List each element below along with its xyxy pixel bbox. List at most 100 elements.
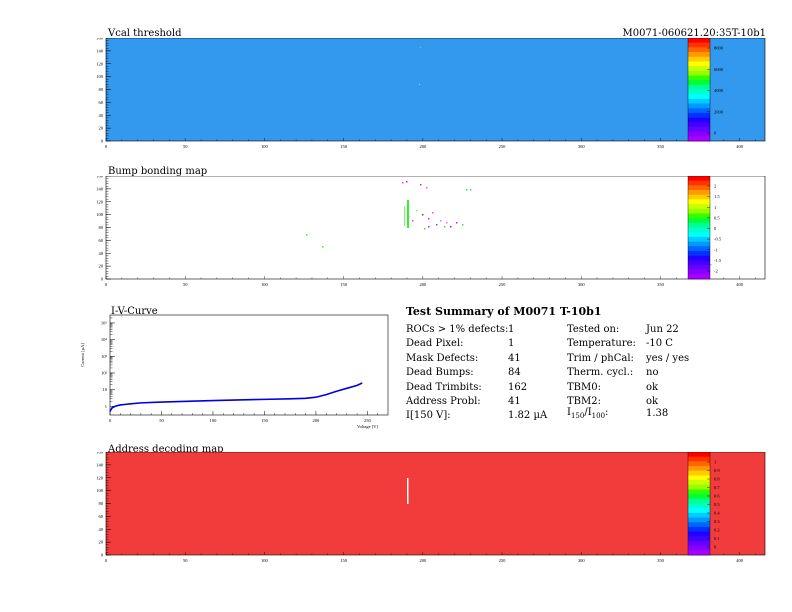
x-tick-label: 350 (657, 558, 665, 563)
x-tick-label: 350 (657, 144, 665, 149)
color-bar-cell (688, 108, 710, 114)
bump-defect (446, 222, 448, 224)
color-bar-cell (688, 489, 710, 495)
x-tick-label: 150 (340, 282, 348, 287)
color-bar-cell (688, 498, 710, 504)
y-tick-label: 140 (96, 48, 104, 53)
bump-defect (416, 210, 418, 212)
color-bar-cell (688, 540, 710, 546)
bump-defect (422, 214, 424, 216)
iv-y-tick-label: 10³ (101, 354, 108, 359)
summary-label: TBM2: (567, 396, 601, 407)
y-tick-label: 120 (96, 199, 104, 204)
ratio-sub-100: 100 (591, 412, 606, 420)
summary-label: Address Probl: (406, 396, 481, 407)
x-tick-label: 250 (499, 558, 507, 563)
summary-value: 41 (508, 352, 521, 364)
y-tick-label: 40 (99, 251, 104, 256)
bump-defect (406, 181, 408, 183)
y-tick-label: 140 (96, 462, 104, 467)
bump-defect (322, 246, 324, 248)
color-bar-label: 6000 (714, 67, 724, 72)
color-bar-label: 2 (714, 184, 716, 189)
summary-title: Test Summary of M0071 T-10b1 (406, 305, 602, 318)
color-bar-label: 4000 (714, 88, 724, 93)
color-bar-label: 8000 (714, 46, 724, 51)
iv-y-axis-label: Current [µA] (80, 343, 85, 367)
y-tick-label: 40 (99, 113, 104, 118)
color-bar-cell (688, 218, 710, 224)
y-tick-label: 60 (99, 514, 104, 519)
color-bar-cell (688, 484, 710, 490)
bump-defect (440, 220, 442, 222)
color-bar-cell (688, 176, 710, 181)
color-bar-cell (688, 103, 710, 109)
color-bar-cell (688, 545, 710, 551)
iv-y-tick-label: 10⁴ (101, 337, 108, 342)
color-bar-frame (687, 176, 711, 280)
color-bar-label: 0 (714, 545, 717, 550)
color-bar-cell (688, 84, 710, 90)
color-bar-cell (688, 241, 710, 247)
color-bar-cell (688, 246, 710, 252)
x-tick-label: 400 (736, 144, 744, 149)
map-area (105, 452, 766, 556)
y-tick-label: 80 (99, 87, 104, 92)
color-bar-label: 0.3 (714, 519, 720, 524)
summary-label: Temperature: (567, 338, 636, 350)
summary-label: Therm. cycl.: (567, 367, 634, 379)
color-bar-cell (688, 75, 710, 81)
bump-defect-column (404, 206, 405, 226)
color-bar-cell (688, 456, 710, 462)
bump-defect (444, 226, 446, 228)
color-bar-label: 0.5 (714, 502, 720, 507)
y-tick-label: 20 (99, 126, 104, 131)
x-tick-label: 350 (657, 282, 665, 287)
color-bar-label: 1 (714, 460, 716, 465)
x-tick-label: 400 (736, 282, 744, 287)
bump-defect (462, 224, 464, 226)
summary-value: 1.82 µA (508, 410, 548, 422)
bump-defect (426, 187, 428, 189)
summary-label: TBM0: (567, 381, 601, 393)
summary-value: 1 (508, 338, 515, 350)
color-bar-cell (688, 274, 710, 280)
iv-x-tick-label: 150 (261, 418, 269, 423)
iv-x-tick-label: 50 (159, 418, 164, 423)
x-tick-label: 50 (183, 144, 188, 149)
iv-y-tick-label: 10⁵ (101, 320, 108, 325)
color-bar-label: 0.7 (714, 485, 720, 490)
y-tick-label: 120 (96, 475, 104, 480)
summary-value: 41 (508, 396, 521, 407)
summary-label: Dead Trimbits: (406, 381, 482, 393)
iv-series-line (109, 382, 363, 412)
ratio-label: I150/I100: (567, 407, 608, 422)
ratio-i: I (567, 407, 571, 418)
color-bar-cell (688, 255, 710, 261)
color-bar-cell (688, 42, 710, 48)
color-bar-cell (688, 466, 710, 472)
color-bar-label: 0.8 (714, 477, 720, 482)
ratio-colon: : (605, 407, 609, 418)
x-tick-label: 400 (736, 558, 744, 563)
x-tick-label: 200 (419, 144, 427, 149)
color-bar-cell (688, 475, 710, 481)
color-bar-cell (688, 264, 710, 270)
iv-y-tick-label: 1 (105, 404, 107, 409)
color-bar-cell (688, 503, 710, 509)
color-bar-cell (688, 213, 710, 219)
y-tick-label: 140 (96, 186, 104, 191)
x-tick-label: 100 (261, 558, 269, 563)
color-bar-cell (688, 66, 710, 72)
color-bar-cell (688, 522, 710, 528)
summary-value: yes / yes (646, 352, 690, 364)
x-tick-label: 200 (419, 558, 427, 563)
color-bar-cell (688, 89, 710, 95)
map-area (105, 38, 766, 142)
summary-value: no (646, 367, 659, 379)
color-bar-cell (688, 180, 710, 186)
color-bar-cell (688, 190, 710, 196)
color-bar-cell (688, 260, 710, 266)
y-tick-label: 100 (96, 488, 104, 493)
